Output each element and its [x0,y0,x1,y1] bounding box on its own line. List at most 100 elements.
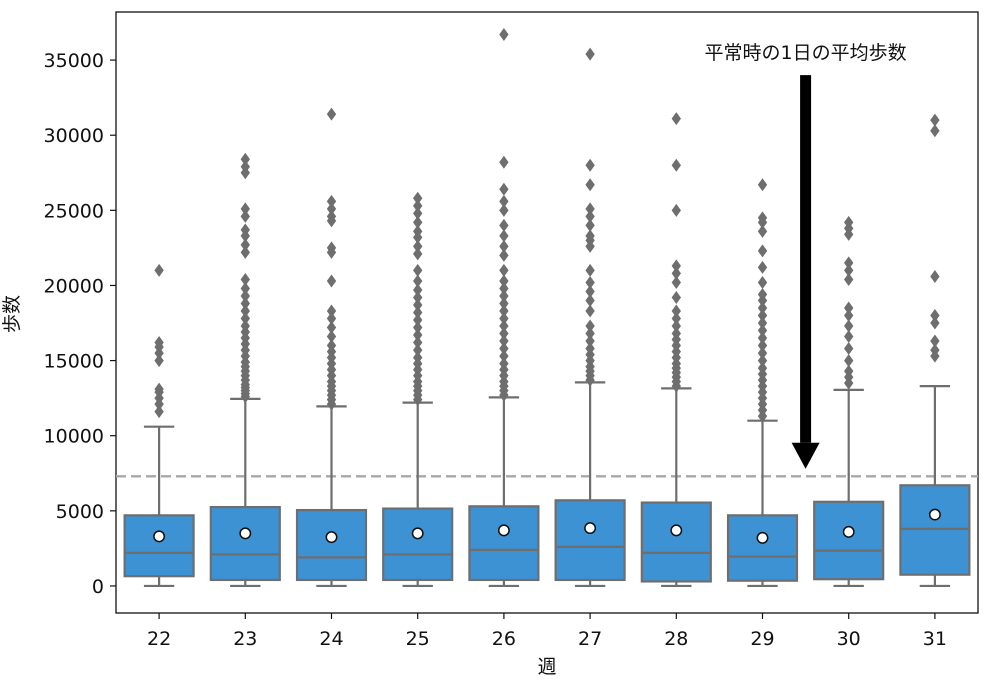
iqr-box [813,500,885,581]
iqr-box [640,501,712,583]
outlier-point [671,275,681,289]
outlier-point [757,361,768,375]
outlier-point [240,281,250,295]
x-tick-label: 30 [837,628,861,650]
outlier-point [413,283,423,297]
outlier-point [757,244,768,258]
outlier-point [413,351,423,365]
outlier-point [499,357,509,371]
outlier-point [844,263,854,277]
outlier-point [240,209,250,223]
outlier-point [326,209,337,223]
iqr-box [382,507,454,582]
annotation-text: 平常時の1日の平均歩数 [705,42,907,64]
outlier-point [499,229,509,243]
outlier-point [326,321,337,335]
box-30 [813,215,885,588]
outlier-point [240,319,250,333]
outlier-point [671,158,681,172]
outlier-point [757,178,768,192]
outlier-point [844,256,854,270]
x-axis-label: 週 [537,656,556,677]
x-tick-label: 28 [664,628,688,650]
outlier-point [585,327,595,341]
iqr-box [554,499,626,582]
outlier-point [154,336,164,350]
outlier-point [499,349,509,363]
outlier-point [585,178,595,192]
outlier-point [499,203,509,217]
outlier-point [585,202,595,216]
outlier-point [757,316,768,330]
outlier-point [413,224,423,238]
mean-marker [928,508,941,521]
outlier-point [240,245,250,259]
outlier-point [844,354,854,368]
outlier-point [757,224,768,238]
outlier-point [240,312,250,326]
outlier-point [757,211,768,225]
outlier-point [499,28,509,42]
x-tick-label: 23 [233,628,257,650]
annotation-layer: 平常時の1日の平均歩数 [705,42,907,469]
outlier-point [413,343,423,357]
outlier-point [757,309,768,323]
y-tick-label: 0 [92,576,104,598]
iqr-box [209,505,281,582]
outlier-point [413,336,423,350]
outlier-point [585,342,595,356]
outlier-point [413,298,423,312]
outlier-point [413,239,423,253]
outlier-point [671,259,681,273]
outlier-point [499,248,509,262]
outlier-point [757,346,768,360]
outlier-point [757,354,768,368]
outlier-point [240,202,250,216]
outlier-point [413,328,423,342]
outlier-point [671,266,681,280]
x-tick-label: 31 [923,628,947,650]
outlier-point [844,301,854,315]
outlier-point [930,269,940,283]
outlier-point [757,301,768,315]
mean-marker [325,531,338,544]
outlier-point [413,290,423,304]
outlier-point [757,339,768,353]
outlier-point [585,47,595,61]
outlier-point [930,309,940,323]
outlier-point [326,330,337,344]
mean-marker [842,525,855,538]
mean-marker [153,530,166,543]
outlier-point [671,203,681,217]
outlier-point [671,327,681,341]
outlier-point [585,158,595,172]
outlier-point [757,331,768,345]
outlier-point [585,263,595,277]
outlier-point [154,405,164,419]
iqr-box [468,505,540,582]
outlier-point [930,343,940,357]
outlier-point [757,324,768,338]
x-tick-label: 27 [578,628,602,650]
y-tick-label: 30000 [44,125,104,147]
outlier-point [844,309,854,323]
y-tick-label: 15000 [44,351,104,373]
outlier-point [154,263,164,277]
mean-marker [497,524,510,537]
outlier-point [499,274,509,288]
outlier-point [240,272,250,286]
outlier-point [844,319,854,333]
box-24 [295,107,368,588]
outlier-point [413,313,423,327]
outlier-point [585,275,595,289]
box-26 [468,28,540,588]
outlier-point [499,263,509,277]
outlier-point [757,275,768,289]
box-25 [382,191,454,588]
outlier-point [585,334,595,348]
x-tick-label: 24 [319,628,343,650]
outlier-point [240,304,250,318]
outlier-point [844,330,854,344]
outlier-point [413,191,423,205]
box-28 [640,112,712,588]
